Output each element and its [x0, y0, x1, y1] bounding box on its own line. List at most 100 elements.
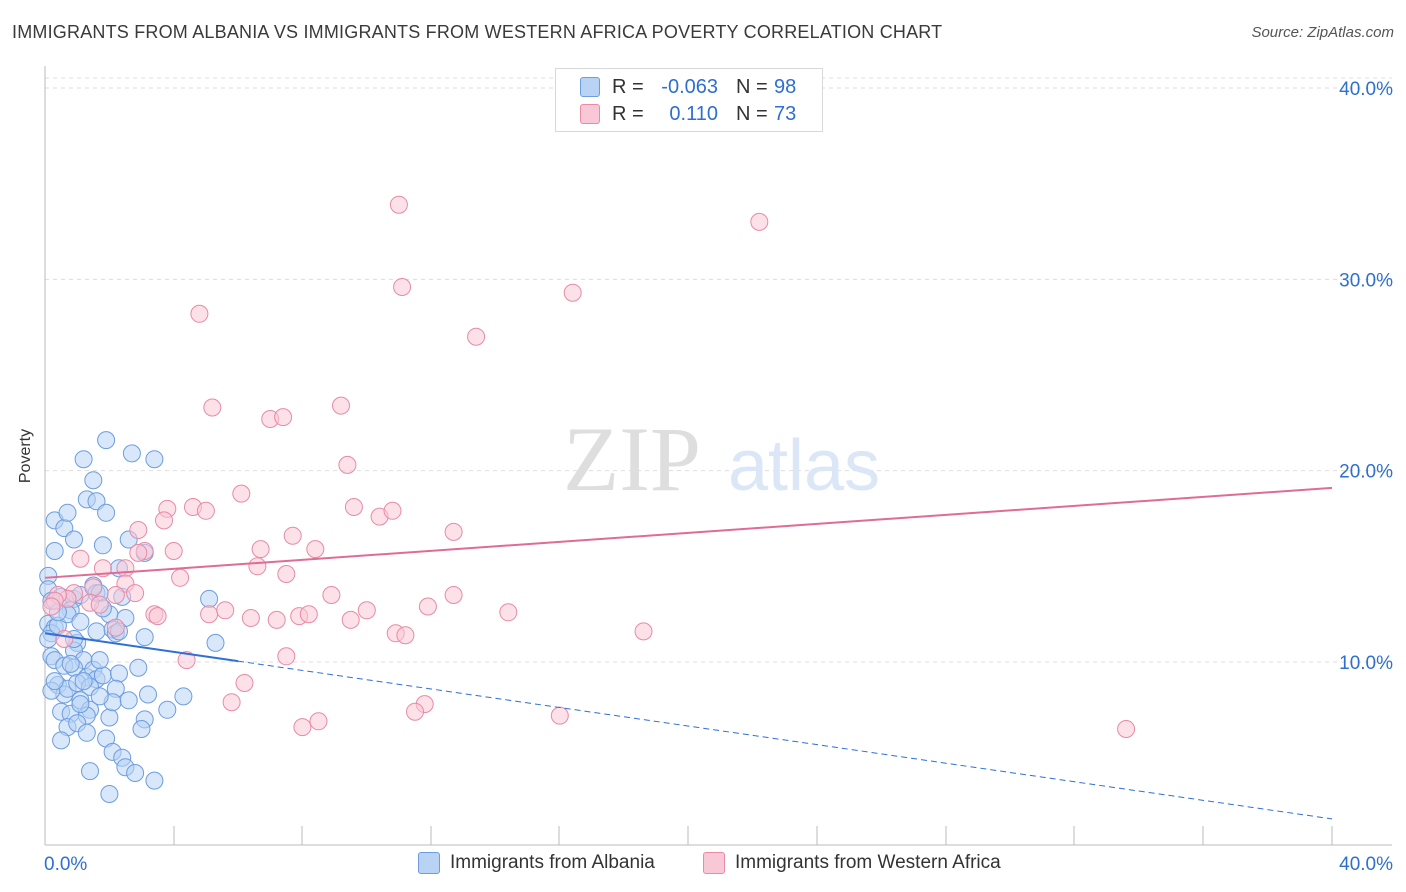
albania-point [81, 762, 99, 781]
albania-point [100, 708, 119, 727]
western-africa-point [71, 549, 90, 568]
albania-point [90, 687, 109, 706]
gridlines [45, 77, 1392, 663]
watermark-zip: ZIP [563, 408, 701, 510]
western-africa-point [274, 408, 293, 427]
y-tick-label: 30.0% [1339, 270, 1393, 291]
western-africa-point [338, 455, 357, 474]
trend-lines [44, 486, 1333, 820]
legend-row-albania: R = -0.063 N = 98 [580, 75, 796, 99]
western-africa-point [235, 674, 254, 692]
albania-point [61, 654, 80, 673]
legend-swatch-albania [580, 77, 600, 97]
western-africa-point [84, 578, 103, 597]
western-africa-point [396, 626, 415, 645]
albania-point [174, 687, 193, 706]
western-africa-point [306, 540, 325, 559]
albania-point [77, 723, 96, 742]
western-africa-point [232, 484, 251, 503]
albania-point [87, 492, 106, 511]
western-africa-point [341, 610, 360, 629]
y-tick-label: 10.0% [1339, 653, 1393, 674]
western-africa-point [216, 601, 235, 620]
western-africa-point [42, 597, 61, 616]
western-africa-point [126, 584, 145, 603]
r-value: -0.063 [661, 75, 718, 98]
tick-labels: 10.0% 20.0% 30.0% 40.0% 0.0% 40.0% [44, 79, 1393, 875]
western-africa-point [550, 706, 569, 725]
albania-point [139, 685, 157, 704]
western-africa-point [177, 651, 196, 670]
n-value: 98 [774, 75, 797, 98]
albania-point [97, 431, 116, 450]
watermark-atlas: atlas [728, 426, 880, 506]
albania-point [145, 771, 164, 790]
y-axis-title: Poverty [17, 428, 34, 484]
western-africa-point [750, 212, 769, 231]
albania-point [145, 450, 164, 469]
western-africa-point [200, 605, 219, 624]
western-africa-point [55, 630, 74, 648]
western-africa-point [418, 597, 437, 616]
western-africa-point [309, 712, 328, 731]
legend-swatch-western-africa [580, 104, 600, 124]
bottom-legend-western-africa: Immigrants from Western Africa [703, 852, 1001, 874]
western-africa-point [332, 396, 350, 415]
watermark: ZIP atlas [563, 408, 880, 510]
western-africa-point [222, 693, 241, 712]
bottom-legend-swatch-western-africa [703, 852, 725, 874]
western-africa-point [357, 601, 376, 620]
axes [44, 66, 1392, 846]
albania-point [200, 589, 219, 608]
western-africa-point [116, 559, 135, 578]
western-africa-point [106, 586, 125, 604]
albania-point [90, 651, 109, 670]
western-africa-trend-solid [44, 486, 1333, 579]
chart-title: IMMIGRANTS FROM ALBANIA VS IMMIGRANTS FR… [12, 22, 943, 42]
western-africa-point [283, 526, 302, 545]
western-africa-point [467, 327, 486, 346]
western-africa-point [1117, 720, 1136, 738]
albania-point [93, 536, 112, 555]
albania-trend-solid [44, 632, 239, 663]
western-africa-point [129, 543, 148, 562]
western-africa-point [393, 278, 412, 296]
data-points [39, 195, 1136, 803]
western-africa-point [148, 607, 167, 626]
western-africa-point [196, 501, 215, 520]
albania-point [119, 691, 138, 710]
albania-point [135, 628, 154, 647]
western-africa-point [203, 398, 222, 417]
albania-point [84, 471, 103, 490]
western-africa-point [563, 283, 582, 302]
albania-point [132, 720, 151, 738]
albania-trend-dashed [237, 660, 1333, 820]
albania-point [65, 530, 83, 549]
x-tick-label: 40.0% [1339, 854, 1393, 875]
western-africa-point [322, 586, 341, 604]
albania-point [74, 672, 93, 691]
x-tick-label: 0.0% [44, 854, 87, 875]
western-africa-point [634, 622, 653, 641]
albania-point [87, 622, 106, 641]
r-label: R = [612, 102, 644, 125]
western-africa-point [171, 568, 190, 587]
western-africa-point [299, 605, 318, 624]
western-africa-point [164, 542, 183, 560]
western-africa-point [277, 565, 296, 583]
stats-legend: R = -0.063 N = 98 R = 0.110 N = 73 [555, 68, 823, 132]
y-tick-label: 20.0% [1339, 462, 1393, 483]
albania-point [71, 612, 90, 631]
western-africa-point [106, 618, 125, 637]
bottom-legend-label-western-africa: Immigrants from Western Africa [735, 852, 1001, 873]
western-africa-point [267, 610, 286, 629]
albania-point [97, 503, 116, 522]
albania-point [110, 664, 128, 683]
bottom-legend-label-albania: Immigrants from Albania [450, 852, 655, 873]
n-label: N = [736, 75, 768, 98]
western-africa-point [277, 647, 296, 666]
western-africa-point [90, 595, 109, 614]
bottom-legend-swatch-albania [418, 852, 440, 874]
albania-point [158, 700, 177, 719]
albania-point [74, 450, 93, 469]
